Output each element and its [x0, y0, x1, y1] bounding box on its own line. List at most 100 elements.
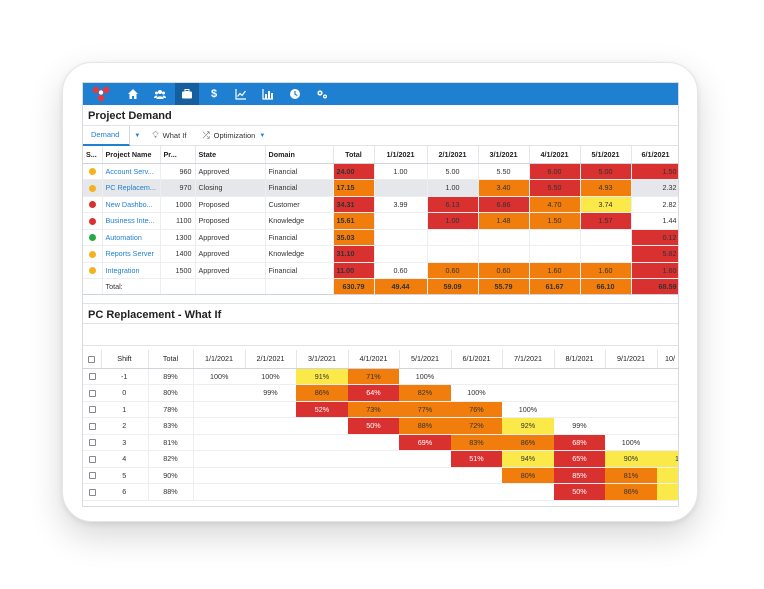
column-header[interactable]: State	[195, 146, 266, 164]
month-value-cell: 5.50	[478, 163, 530, 180]
month-percent-cell: 83%	[451, 434, 502, 451]
table-row[interactable]: 482% 51%94%65%90%10	[83, 450, 678, 468]
row-checkbox[interactable]	[88, 422, 96, 430]
table-row[interactable]: 0 80% 99% 86% 64% 82% 100%	[83, 384, 678, 402]
column-header[interactable]: S...	[83, 146, 103, 164]
column-header[interactable]: 1/1/2021	[374, 146, 428, 164]
column-header[interactable]: 5/1/2021	[580, 146, 632, 164]
shift-cell: 3	[101, 434, 149, 451]
month-value-cell: 1.60	[529, 262, 581, 279]
month-value-cell	[478, 229, 530, 246]
total-cell: 90%	[148, 467, 194, 484]
row-checkbox[interactable]	[88, 472, 96, 480]
column-header[interactable]: 6/1/2021	[451, 350, 503, 369]
row-checkbox-cell[interactable]	[83, 417, 101, 435]
home-icon[interactable]	[121, 83, 145, 105]
row-checkbox-cell[interactable]	[83, 401, 101, 418]
month-percent-cell	[348, 483, 399, 501]
row-checkbox-cell[interactable]	[83, 368, 101, 385]
what-if-label: What If	[162, 131, 187, 140]
table-row[interactable]: New Dashbo... 1000 Proposed Customer 34.31 3.…	[83, 196, 678, 213]
month-percent-cell	[296, 417, 348, 435]
column-header[interactable]: 8/1/2021	[554, 350, 606, 369]
column-header[interactable]: 2/1/2021	[427, 146, 479, 164]
demand-tab[interactable]: Demand	[83, 125, 131, 146]
month-value-cell: 2.32	[631, 179, 678, 197]
table-row[interactable]: PC Replacem... 970 Closing Financial 17.15 1.…	[83, 179, 678, 197]
shift-cell: 0	[101, 384, 149, 402]
row-checkbox-cell[interactable]	[83, 384, 101, 402]
column-header[interactable]: 10/	[657, 350, 678, 369]
shift-cell: 4	[101, 450, 149, 468]
table-row[interactable]: Account Serv... 960 Approved Financial 24.00…	[83, 163, 678, 180]
demand-dropdown-caret-icon[interactable]: ▼	[134, 132, 141, 139]
table-row[interactable]: 2 83% 50% 88% 72% 92% 99%	[83, 417, 678, 435]
column-header[interactable]: 4/1/2021	[348, 350, 400, 369]
row-checkbox-cell[interactable]	[83, 483, 101, 501]
project-name-link[interactable]: Automation	[102, 229, 161, 246]
column-header[interactable]: 3/1/2021	[478, 146, 530, 164]
month-percent-cell	[451, 483, 502, 501]
column-header[interactable]: 2/1/2021	[245, 350, 297, 369]
optimization-button[interactable]: ⤮ Optimization ▼	[194, 130, 273, 141]
total-cell: 88%	[148, 483, 194, 501]
line-chart-icon[interactable]	[229, 83, 253, 105]
table-row[interactable]: 3 81% 69% 83% 86% 68% 100%	[83, 434, 678, 451]
column-header[interactable]: Pr...	[160, 146, 196, 164]
row-checkbox[interactable]	[88, 406, 96, 414]
column-header[interactable]: Project Name	[102, 146, 161, 164]
month-percent-cell	[245, 450, 296, 468]
column-header[interactable]: Domain	[265, 146, 334, 164]
what-if-button[interactable]: 💡︎ What If	[144, 130, 194, 141]
bar-chart-icon[interactable]	[256, 83, 280, 105]
column-header[interactable]: 5/1/2021	[399, 350, 452, 369]
row-checkbox[interactable]	[88, 455, 96, 463]
table-row[interactable]: 1 78% 52% 73% 77% 76% 100%	[83, 401, 678, 418]
table-header-row: S... Project Name Pr... State Domain Total 1/1…	[83, 146, 678, 164]
table-row[interactable]: Integration 1500 Approved Financial 11.00 0.6…	[83, 262, 678, 279]
row-checkbox[interactable]	[88, 389, 96, 397]
dollar-icon[interactable]: $	[210, 88, 218, 100]
project-name-link[interactable]: PC Replacem...	[102, 179, 161, 197]
column-header[interactable]: 6/1/2021	[631, 146, 678, 164]
table-row[interactable]: 688% 50%86%9	[83, 483, 678, 501]
table-row[interactable]: 590% 80%85%81%9	[83, 467, 678, 484]
project-name-link[interactable]: Business Inte...	[102, 212, 161, 230]
project-name-link[interactable]: Integration	[102, 262, 161, 279]
column-header[interactable]: Total	[333, 146, 375, 164]
month-percent-cell	[399, 483, 451, 501]
table-row[interactable]: Automation 1300 Approved Financial 35.03 0.12	[83, 229, 678, 246]
table-row[interactable]: -1 89% 100% 100% 91% 71% 100%	[83, 368, 678, 385]
row-checkbox-cell[interactable]	[83, 434, 101, 451]
column-header[interactable]: Shift	[101, 350, 149, 369]
table-row[interactable]: Business Inte... 1100 Proposed Knowledge 15.…	[83, 212, 678, 230]
column-header[interactable]: 1/1/2021	[193, 350, 246, 369]
month-percent-cell: 100%	[399, 368, 451, 385]
select-all-checkbox[interactable]	[88, 355, 96, 363]
settings-icon[interactable]	[310, 83, 334, 105]
section-gap	[83, 295, 678, 303]
totals-label: Total:	[102, 278, 161, 295]
row-checkbox[interactable]	[88, 488, 96, 496]
month-percent-cell	[451, 467, 502, 484]
clock-icon[interactable]	[283, 83, 307, 105]
month-value-cell: 0.60	[374, 262, 428, 279]
column-header[interactable]: Total	[148, 350, 194, 369]
project-name-link[interactable]: Reports Server	[102, 245, 161, 263]
row-checkbox-cell[interactable]	[83, 467, 101, 484]
row-checkbox[interactable]	[88, 373, 96, 381]
row-checkbox-cell[interactable]	[83, 450, 101, 468]
briefcase-icon[interactable]	[175, 83, 199, 105]
app-logo[interactable]	[91, 85, 111, 103]
column-header[interactable]: 3/1/2021	[296, 350, 349, 369]
column-header[interactable]: 7/1/2021	[502, 350, 555, 369]
month-percent-cell	[193, 450, 245, 468]
column-header[interactable]: 4/1/2021	[529, 146, 581, 164]
users-icon[interactable]	[148, 83, 172, 105]
column-header[interactable]: 9/1/2021	[605, 350, 658, 369]
select-all-checkbox-cell[interactable]	[83, 350, 102, 369]
project-name-link[interactable]: New Dashbo...	[102, 196, 161, 213]
row-checkbox[interactable]	[88, 439, 96, 447]
table-row[interactable]: Reports Server 1400 Approved Knowledge 31.10…	[83, 245, 678, 263]
project-name-link[interactable]: Account Serv...	[102, 163, 161, 180]
